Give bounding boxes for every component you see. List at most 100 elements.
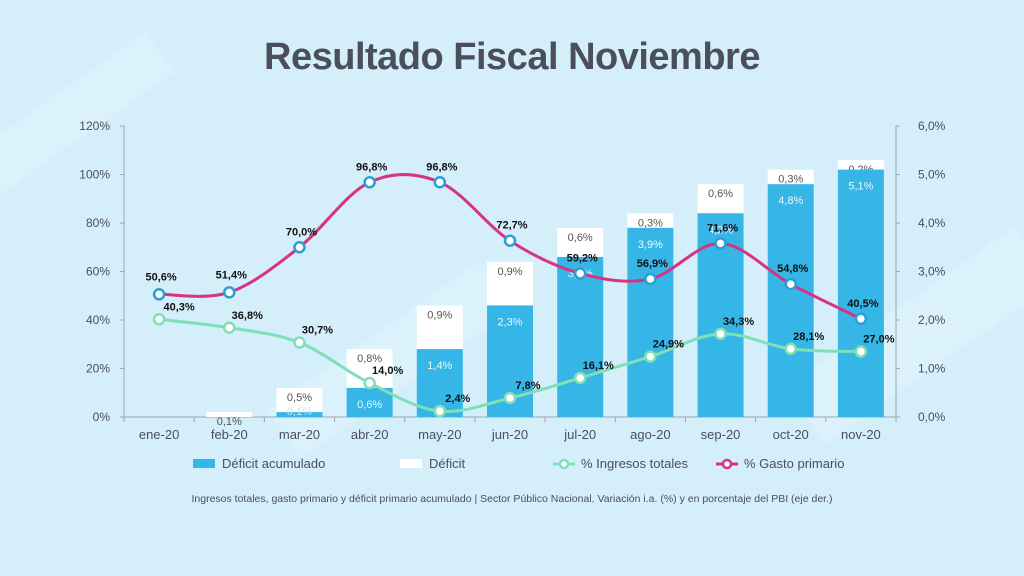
deficit-bar-label: 0,3%: [778, 174, 803, 186]
deficit-bar-label: 0,5%: [287, 392, 312, 404]
gasto-point: [573, 267, 587, 280]
legend-label-gasto: % Gasto primario: [744, 456, 844, 471]
x-tick-label: ago-20: [630, 427, 670, 442]
left-tick-label: 80%: [86, 216, 110, 230]
ingresos-data-label: 16,1%: [583, 360, 614, 372]
left-tick-label: 0%: [93, 410, 111, 424]
left-tick-label: 100%: [79, 168, 110, 182]
legend-swatch-gasto-point: [721, 458, 733, 470]
gasto-point: [152, 288, 166, 301]
gasto-data-label: 96,8%: [426, 161, 457, 173]
gasto-data-label: 50,6%: [145, 271, 176, 283]
ingresos-point: [223, 321, 236, 335]
ingresos-data-label: 2,4%: [445, 393, 470, 405]
deficit-acumulado-bar-label: 5,1%: [848, 181, 873, 193]
gasto-point: [714, 237, 727, 250]
deficit-bar-label: 0,6%: [568, 232, 593, 244]
ingresos-data-label: 40,3%: [163, 301, 194, 313]
deficit-acumulado-bar: [837, 169, 884, 417]
ingresos-data-label: 28,1%: [793, 331, 824, 343]
ingresos-point: [784, 342, 797, 356]
deficit-bar: [276, 387, 323, 413]
gasto-point: [784, 277, 797, 291]
legend-label-ingresos: % Ingresos totales: [581, 456, 688, 471]
ingresos-data-label: 34,3%: [723, 316, 754, 328]
x-tick-label: jun-20: [491, 427, 528, 442]
gasto-point: [854, 312, 868, 326]
deficit-bar-label: 0,3%: [638, 217, 663, 229]
deficit-acumulado-bar-label: 1,4%: [427, 360, 452, 372]
right-tick-label: 6,0%: [918, 119, 946, 133]
gasto-point: [644, 272, 657, 286]
legend-label-deficit: Déficit: [429, 456, 466, 471]
ingresos-point: [293, 336, 306, 349]
deficit-acumulado-bar-label: 0,6%: [357, 399, 382, 411]
deficit-bar-label: 0,1%: [217, 416, 242, 428]
right-tick-label: 0,0%: [918, 410, 946, 424]
deficit-acumulado-bar: [767, 184, 814, 417]
legend-swatch-deficit-acumulado: [193, 459, 215, 468]
legend-swatch-deficit: [400, 459, 422, 468]
chart-title: Resultado Fiscal Noviembre: [264, 36, 760, 78]
left-tick-label: 40%: [86, 313, 110, 327]
gasto-data-label: 54,8%: [777, 263, 808, 275]
ingresos-point: [644, 350, 657, 363]
ingresos-data-label: 14,0%: [372, 365, 403, 377]
chart-caption: Ingresos totales, gasto primario y défic…: [191, 493, 833, 505]
ingresos-point: [503, 391, 517, 405]
deficit-bar: [767, 169, 814, 185]
deficit-bar-label: 0,8%: [357, 353, 382, 365]
left-tick-label: 60%: [86, 265, 110, 279]
right-tick-label: 2,0%: [918, 313, 946, 327]
gasto-data-label: 59,2%: [567, 252, 598, 264]
deficit-acumulado-bar: [346, 387, 393, 417]
gasto-point: [363, 176, 376, 189]
deficit-acumulado-bar: [557, 256, 604, 417]
gasto-data-label: 71,6%: [707, 222, 738, 234]
legend-label-deficit-acumulado: Déficit acumulado: [222, 456, 325, 471]
ingresos-point: [573, 371, 587, 385]
x-tick-label: jul-20: [563, 427, 596, 442]
right-tick-label: 1,0%: [918, 362, 946, 376]
gasto-point: [223, 286, 236, 299]
x-tick-label: mar-20: [279, 427, 320, 442]
deficit-bar: [837, 159, 884, 170]
gasto-data-label: 72,7%: [496, 220, 527, 232]
x-tick-label: ene-20: [139, 427, 179, 442]
ingresos-data-label: 7,8%: [515, 380, 540, 392]
gasto-data-label: 40,5%: [847, 298, 878, 310]
ingresos-point: [363, 376, 376, 390]
deficit-acumulado-bar-label: 4,2%: [708, 224, 733, 236]
right-tick-label: 5,0%: [918, 168, 946, 182]
gasto-point: [293, 241, 306, 254]
gasto-data-label: 70,0%: [286, 226, 317, 238]
left-tick-label: 20%: [86, 362, 110, 376]
deficit-acumulado-bar-label: 0,1%: [287, 406, 312, 418]
deficit-bar: [627, 213, 674, 228]
right-tick-label: 3,0%: [918, 265, 946, 279]
deficit-acumulado-bar: [627, 227, 674, 417]
right-tick-label: 4,0%: [918, 216, 946, 230]
deficit-bar: [416, 305, 463, 350]
x-tick-label: oct-20: [773, 427, 809, 442]
legend-swatch-ingresos-point: [558, 458, 570, 470]
deficit-bar: [487, 261, 533, 306]
deficit-bar-label: 0,9%: [497, 266, 522, 278]
ingresos-point: [854, 345, 868, 358]
deficit-bar: [206, 412, 253, 417]
gasto-data-label: 51,4%: [216, 269, 247, 281]
ingresos-data-label: 24,9%: [653, 339, 684, 351]
x-tick-label: sep-20: [701, 427, 741, 442]
x-tick-label: nov-20: [841, 427, 881, 442]
gasto-point: [433, 176, 447, 189]
ingresos-data-label: 27,0%: [863, 334, 894, 346]
deficit-acumulado-bar: [276, 412, 323, 417]
ingresos-data-label: 36,8%: [232, 310, 263, 322]
ingresos-point: [714, 327, 727, 341]
ingresos-point: [152, 313, 166, 326]
x-tick-label: abr-20: [351, 427, 389, 442]
deficit-bar: [557, 227, 604, 257]
deficit-acumulado-bar-label: 4,8%: [778, 195, 803, 207]
ingresos-data-label: 30,7%: [302, 325, 333, 337]
